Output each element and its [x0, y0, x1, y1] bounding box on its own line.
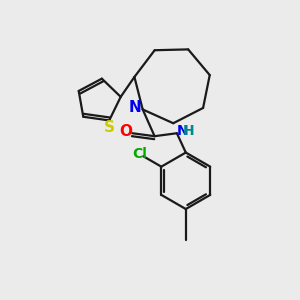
Text: N: N — [129, 100, 142, 116]
Text: Cl: Cl — [132, 147, 147, 161]
Text: N: N — [176, 124, 188, 138]
Text: O: O — [119, 124, 132, 139]
Text: H: H — [183, 124, 195, 138]
Text: S: S — [104, 120, 115, 135]
